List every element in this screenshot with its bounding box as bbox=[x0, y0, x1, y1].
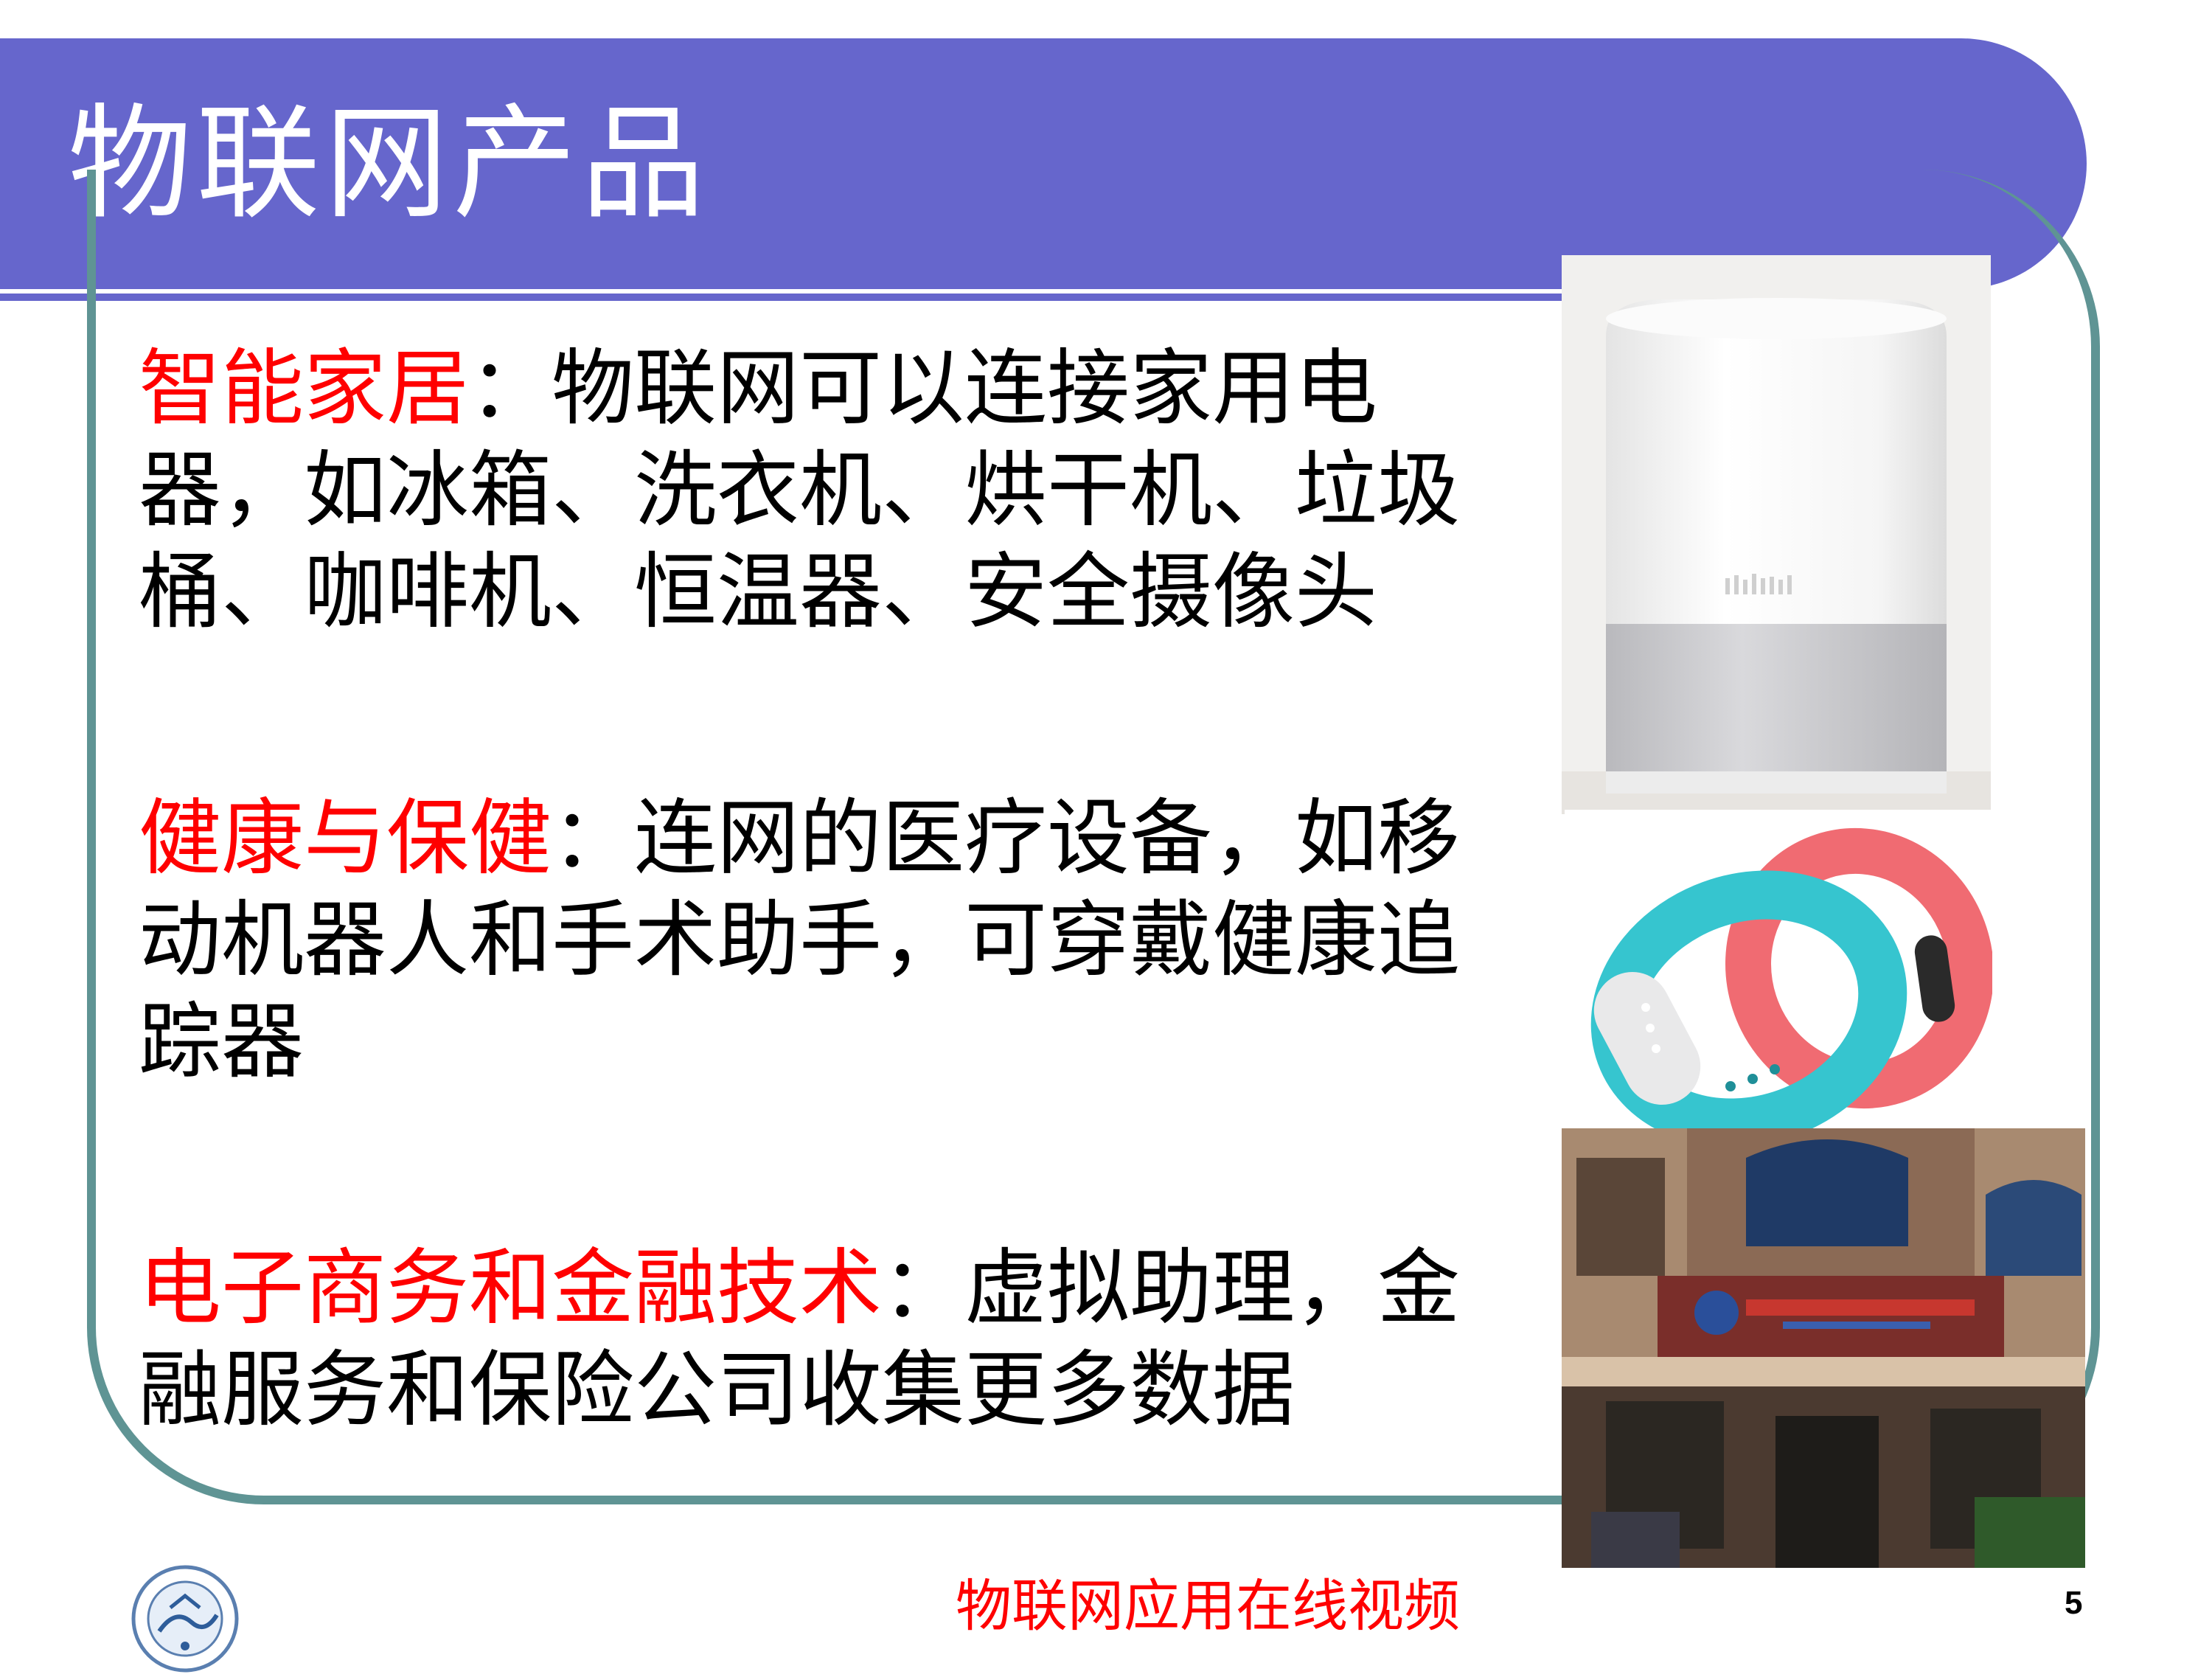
paragraph-health: 健康与保健：连网的医疗设备，如移动机器人和手术助手，可穿戴健康追踪器 bbox=[139, 788, 1540, 1093]
paragraph-body: ：虚拟助理，金融服务和保险公司收集更多数据 bbox=[139, 1240, 1460, 1438]
smart-speaker-photo bbox=[1562, 255, 1991, 814]
slide-content: 智能家居：物联网可以连接家用电器，如冰箱、洗衣机、烘干机、垃圾桶、咖啡机、恒温器… bbox=[139, 338, 1540, 1586]
paragraph-lead: 电子商务和金融技术 bbox=[139, 1240, 882, 1336]
paragraph-lead: 健康与保健 bbox=[139, 791, 552, 886]
building-photo bbox=[1562, 1128, 2085, 1568]
university-logo-icon bbox=[130, 1563, 240, 1674]
paragraph-body: ：连网的医疗设备，如移动机器人和手术助手，可穿戴健康追踪器 bbox=[139, 791, 1460, 1090]
title-banner bbox=[0, 38, 2087, 289]
paragraph-body: ：物联网可以连接家用电器，如冰箱、洗衣机、烘干机、垃圾桶、咖啡机、恒温器、安全摄… bbox=[139, 341, 1460, 640]
paragraph-ecommerce: 电子商务和金融技术：虚拟助理，金融服务和保险公司收集更多数据 bbox=[139, 1237, 1540, 1441]
paragraph-smart-home: 智能家居：物联网可以连接家用电器，如冰箱、洗衣机、烘干机、垃圾桶、咖啡机、恒温器… bbox=[139, 338, 1540, 643]
title-underline bbox=[0, 294, 1563, 301]
page-number: 5 bbox=[2065, 1585, 2083, 1621]
footer-caption: 物联网应用在线视频 bbox=[956, 1573, 1460, 1639]
paragraph-lead: 智能家居 bbox=[139, 341, 469, 437]
fitness-band-photo bbox=[1565, 810, 1992, 1134]
